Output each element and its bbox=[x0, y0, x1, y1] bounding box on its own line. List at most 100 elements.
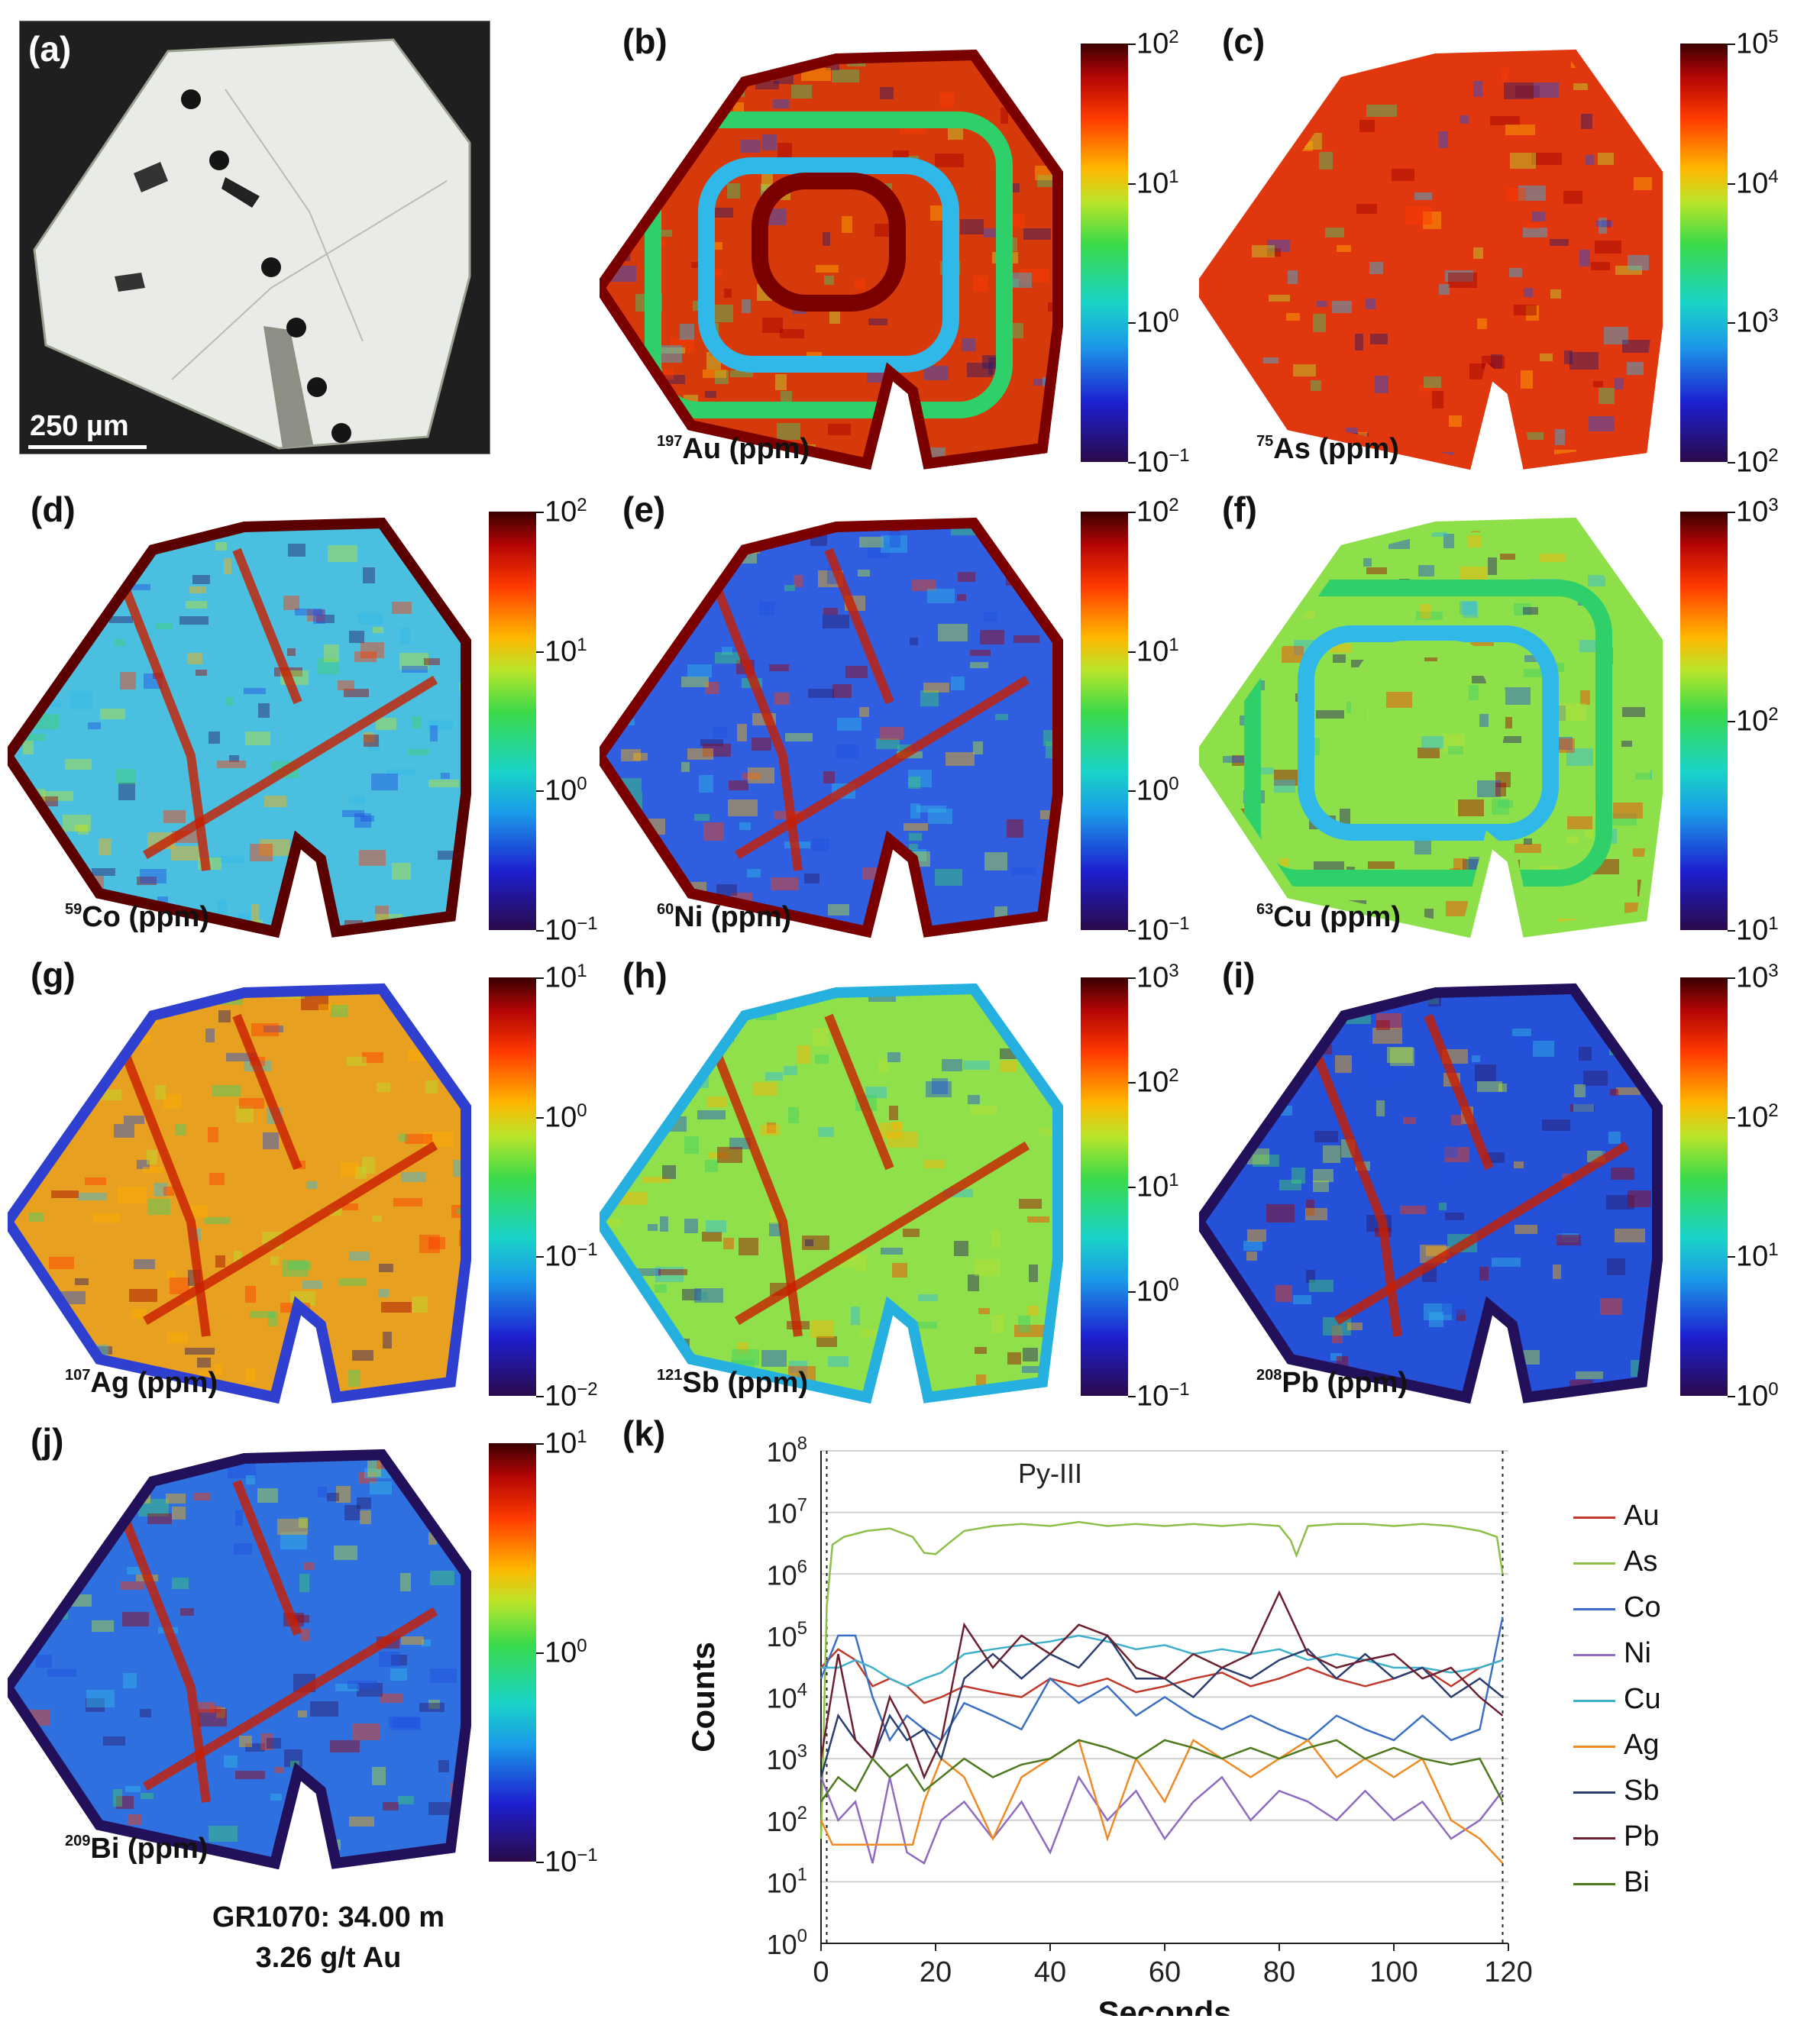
element-map-f bbox=[1199, 517, 1663, 938]
colorbar-tick-mark bbox=[1728, 721, 1735, 722]
colorbar-d bbox=[489, 512, 536, 930]
colorbar-tick-mark bbox=[1128, 1291, 1136, 1293]
colorbar-b bbox=[1081, 44, 1128, 462]
y-tick-label: 103 bbox=[767, 1741, 807, 1775]
y-tick-label: 101 bbox=[767, 1864, 807, 1898]
colorbar-tick: 100 bbox=[1736, 1379, 1779, 1413]
colorbar-tick-mark bbox=[1728, 930, 1735, 932]
element-unit: Co (ppm) bbox=[82, 901, 209, 933]
legend-swatch bbox=[1573, 1608, 1615, 1610]
colorbar-tick: 102 bbox=[1136, 495, 1179, 528]
colorbar-tick: 100 bbox=[545, 1100, 587, 1134]
element-unit: Cu (ppm) bbox=[1273, 901, 1401, 933]
element-map-b bbox=[600, 49, 1063, 470]
colorbar-tick: 100 bbox=[1136, 774, 1179, 807]
colorbar-tick: 100 bbox=[545, 1636, 587, 1669]
element-unit: Ni (ppm) bbox=[674, 901, 792, 933]
map-panel-b: (b) 197Au (ppm) 102 101 100 10−1 bbox=[600, 21, 1191, 479]
y-tick-label: 102 bbox=[767, 1803, 807, 1837]
colorbar-tick: 103 bbox=[1736, 305, 1779, 339]
colorbar-c bbox=[1680, 44, 1728, 462]
legend-label: Ni bbox=[1624, 1637, 1651, 1669]
y-tick-label: 104 bbox=[767, 1680, 807, 1714]
colorbar-tick: 10−2 bbox=[545, 1379, 598, 1413]
series-line-ni bbox=[819, 1775, 1504, 1865]
isotope-mass: 209 bbox=[65, 1833, 91, 1849]
series-line-pb bbox=[819, 1590, 1504, 1780]
colorbar-tick-mark bbox=[1128, 651, 1136, 653]
colorbar-tick: 10−1 bbox=[1136, 1379, 1190, 1413]
colorbar-tick-mark bbox=[1728, 182, 1735, 185]
map-label-e: 60Ni (ppm) bbox=[657, 901, 791, 934]
isotope-mass: 121 bbox=[657, 1367, 683, 1384]
x-tick-label: 120 bbox=[1484, 1956, 1532, 1988]
legend-swatch bbox=[1573, 1700, 1615, 1702]
colorbar-tick-mark bbox=[536, 977, 544, 979]
legend-label: Ag bbox=[1624, 1729, 1660, 1761]
legend-label: Sb bbox=[1624, 1775, 1660, 1807]
series-line-as bbox=[819, 1520, 1504, 1840]
x-tick-label: 40 bbox=[1034, 1956, 1066, 1988]
map-label-j: 209Bi (ppm) bbox=[65, 1833, 208, 1865]
legend-swatch bbox=[1573, 1654, 1615, 1656]
element-map-j bbox=[8, 1449, 471, 1870]
panel-letter-d: (d) bbox=[31, 489, 76, 529]
colorbar-tick-mark bbox=[1128, 930, 1136, 932]
colorbar-tick-mark bbox=[536, 1862, 544, 1863]
colorbar-tick: 101 bbox=[1736, 913, 1779, 947]
colorbar-j bbox=[489, 1443, 536, 1862]
scale-bar-label: 250 µm bbox=[30, 410, 129, 442]
panel-letter-j: (j) bbox=[31, 1421, 64, 1461]
x-tick-label: 20 bbox=[920, 1956, 952, 1988]
map-label-h: 121Sb (ppm) bbox=[657, 1367, 808, 1400]
map-label-b: 197Au (ppm) bbox=[657, 433, 810, 466]
colorbar-tick: 10−1 bbox=[545, 1845, 598, 1878]
py-iii-annotation: Py-III bbox=[1018, 1458, 1082, 1489]
panel-letter-h: (h) bbox=[622, 955, 668, 995]
scale-bar bbox=[28, 445, 147, 449]
colorbar-tick-mark bbox=[1128, 322, 1136, 325]
y-tick-label: 107 bbox=[767, 1495, 807, 1529]
x-tick-label: 100 bbox=[1369, 1956, 1418, 1988]
colorbar-g bbox=[489, 977, 536, 1396]
colorbar-tick-mark bbox=[536, 790, 544, 793]
element-unit: Pb (ppm) bbox=[1282, 1367, 1408, 1399]
legend-swatch bbox=[1573, 1562, 1615, 1565]
element-map-g bbox=[8, 983, 471, 1404]
colorbar-e bbox=[1081, 512, 1128, 930]
element-map-h bbox=[600, 983, 1063, 1404]
element-map-c bbox=[1199, 49, 1663, 470]
element-map-i bbox=[1199, 983, 1663, 1404]
colorbar-tick: 100 bbox=[1136, 305, 1179, 339]
element-unit: As (ppm) bbox=[1273, 433, 1399, 465]
colorbar-i bbox=[1680, 977, 1728, 1396]
element-unit: Ag (ppm) bbox=[90, 1367, 218, 1399]
colorbar-tick-mark bbox=[1728, 1256, 1735, 1258]
x-tick-label: 60 bbox=[1149, 1956, 1181, 1988]
colorbar-tick: 10−1 bbox=[545, 913, 598, 947]
sample-caption-line2: 3.26 g/t Au bbox=[255, 1942, 402, 1974]
colorbar-tick-mark bbox=[1128, 512, 1136, 513]
colorbar-tick: 10−1 bbox=[545, 1239, 598, 1273]
y-tick-label: 108 bbox=[767, 1433, 807, 1468]
colorbar-tick-mark bbox=[536, 651, 544, 653]
pyrite-grain-image bbox=[19, 21, 490, 454]
map-panel-h: (h) 121Sb (ppm) 103 102 101 100 10−1 bbox=[600, 954, 1191, 1413]
panel-letter-b: (b) bbox=[622, 21, 668, 61]
colorbar-tick: 101 bbox=[1136, 166, 1179, 200]
colorbar-tick: 101 bbox=[1736, 1239, 1779, 1273]
colorbar-tick-mark bbox=[536, 930, 544, 932]
colorbar-tick-mark bbox=[536, 1652, 544, 1654]
legend-label: Pb bbox=[1624, 1820, 1660, 1852]
series-line-cu bbox=[821, 1634, 1503, 1688]
map-panel-g: (g) 107Ag (ppm) 101 100 10−1 10−2 bbox=[8, 954, 600, 1413]
element-unit: Bi (ppm) bbox=[90, 1833, 209, 1865]
colorbar-tick-mark bbox=[1128, 1396, 1136, 1397]
map-panel-i: (i) 208Pb (ppm) 103 102 101 100 bbox=[1199, 954, 1791, 1413]
legend-label: Bi bbox=[1624, 1866, 1650, 1898]
colorbar-f bbox=[1680, 512, 1728, 930]
isotope-mass: 59 bbox=[65, 901, 82, 918]
element-unit: Au (ppm) bbox=[682, 433, 810, 465]
series-line-sb bbox=[819, 1633, 1504, 1778]
colorbar-tick: 103 bbox=[1736, 961, 1779, 994]
